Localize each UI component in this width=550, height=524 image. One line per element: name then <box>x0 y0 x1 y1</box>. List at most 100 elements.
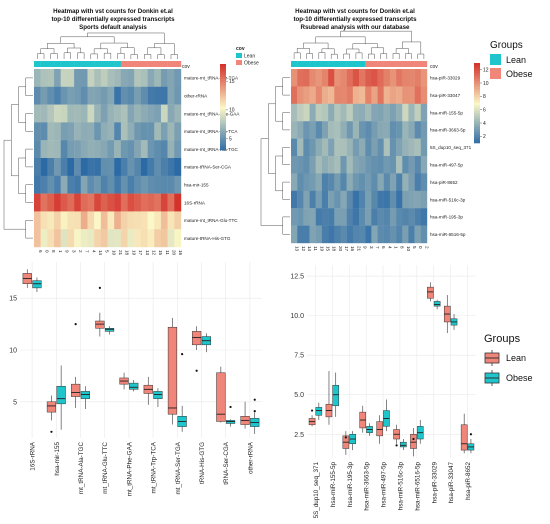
x-tick-label: hsa-mir-155 <box>54 442 61 476</box>
heatmap-cell <box>67 193 75 212</box>
cov-cell <box>147 61 155 67</box>
heatmap-cell <box>114 104 122 123</box>
heatmap-cell <box>365 103 372 122</box>
heatmap-right-row-labels: hsa-piR-33029 hsa-piR-33047 hsa-miR-155-5p… <box>430 76 472 238</box>
heatmap-cell <box>365 225 372 244</box>
heatmap-cell <box>303 121 310 139</box>
heatmap-cell <box>160 193 168 212</box>
heatmap-cell <box>140 122 148 141</box>
cov-cell <box>383 61 391 67</box>
heatmap-cell <box>167 86 175 105</box>
cov-cell <box>371 61 378 67</box>
heatmap-column-label: 8 <box>51 250 56 253</box>
colorbar-step <box>220 83 226 86</box>
dendrogram-branch <box>275 86 283 122</box>
colorbar-step <box>474 113 480 116</box>
dendrogram-branch <box>268 103 276 174</box>
heatmap-cell <box>34 193 41 212</box>
heatmap-cell <box>94 158 102 176</box>
heatmap-cell <box>74 211 81 230</box>
heatmap-cell <box>134 175 142 194</box>
cov-cell <box>291 61 298 67</box>
heatmap-cell <box>321 208 329 226</box>
cov-cell <box>396 61 403 67</box>
box-body <box>56 385 66 405</box>
heatmap-cell <box>167 175 175 194</box>
colorbar-step <box>220 113 226 116</box>
dendrogram-branch <box>260 138 283 226</box>
heatmap-cell <box>140 86 148 105</box>
heatmap-cell <box>154 229 162 248</box>
heatmap-column-label: 9 <box>65 250 70 253</box>
colorbar-step <box>474 83 480 86</box>
dendrogram-branch <box>117 53 125 59</box>
heatmap-cell <box>54 229 61 248</box>
heatmap-cell <box>80 104 88 123</box>
heatmap-cell <box>396 208 403 226</box>
cov-cell <box>359 61 366 67</box>
heatmap-cell <box>315 173 323 191</box>
outlier-point <box>253 398 256 401</box>
heatmap-right-panel: Heatmap with vst counts for Donkin et.al… <box>260 8 533 252</box>
colorbar-step <box>474 67 480 70</box>
heatmap-cell <box>297 103 304 122</box>
x-tick-label: tRNA-His-GTG <box>199 442 206 484</box>
heatmap-cell <box>346 190 354 209</box>
heatmap-cell <box>60 122 68 141</box>
colorbar-step <box>474 141 480 144</box>
dendrogram-branch <box>11 104 19 177</box>
cov-cell <box>80 61 88 67</box>
heatmap-cell <box>127 86 135 105</box>
heatmap-cell <box>315 225 323 244</box>
heatmap-cell <box>334 86 341 104</box>
colorbar-step <box>474 81 480 84</box>
heatmap-cell <box>303 69 310 87</box>
heatmap-column-label: 20 <box>171 250 176 256</box>
heatmap-cell <box>396 173 403 191</box>
heatmap-cell <box>107 193 115 212</box>
heatmap-cell <box>127 140 135 159</box>
heatmap-cell <box>34 86 41 105</box>
heatmap-cell <box>160 122 168 141</box>
cov-cell <box>174 61 182 67</box>
colorbar-step <box>474 131 480 134</box>
heatmap-cell <box>100 122 108 141</box>
outlier-point <box>253 409 256 413</box>
box-body <box>80 391 90 399</box>
heatmap-cell <box>396 156 403 174</box>
cov-cell <box>297 61 304 67</box>
heatmap-column-label: 21 <box>356 246 361 252</box>
heatmap-column-label: 19 <box>131 250 136 256</box>
heatmap-cell <box>396 121 403 139</box>
outlier-point <box>469 433 473 436</box>
heatmap-cell <box>94 122 102 141</box>
heatmap-cell <box>408 225 415 244</box>
colorbar-step <box>220 100 226 103</box>
heatmap-right-cells <box>291 69 428 244</box>
colorbar-step <box>474 125 480 128</box>
heatmap-cell <box>80 211 88 230</box>
heatmap-cell <box>54 175 61 194</box>
heatmap-cell <box>120 211 128 230</box>
box-body <box>460 424 468 451</box>
heatmap-cell <box>147 158 155 176</box>
box-body <box>410 434 417 449</box>
heatmap-cell <box>47 104 55 123</box>
heatmap-column-label: 17 <box>344 246 349 252</box>
y-tick-label: 15 <box>9 296 17 303</box>
heatmap-cell <box>114 211 122 230</box>
dendrogram-branch <box>318 52 326 59</box>
dendrogram-branch <box>306 53 313 59</box>
dendrogram-branch <box>355 52 363 59</box>
heatmap-cell <box>297 138 304 157</box>
dendrogram-branch <box>293 52 301 59</box>
dendrogram-branch <box>100 42 128 49</box>
dendrogram-branch <box>93 48 108 54</box>
heatmap-cell <box>60 104 68 123</box>
colorbar-step <box>220 89 226 93</box>
colorbar-step <box>474 105 480 108</box>
heatmap-cell <box>167 122 175 141</box>
heatmap-cell <box>100 211 108 230</box>
box-body <box>46 401 57 413</box>
dendrogram-branch <box>3 139 26 230</box>
